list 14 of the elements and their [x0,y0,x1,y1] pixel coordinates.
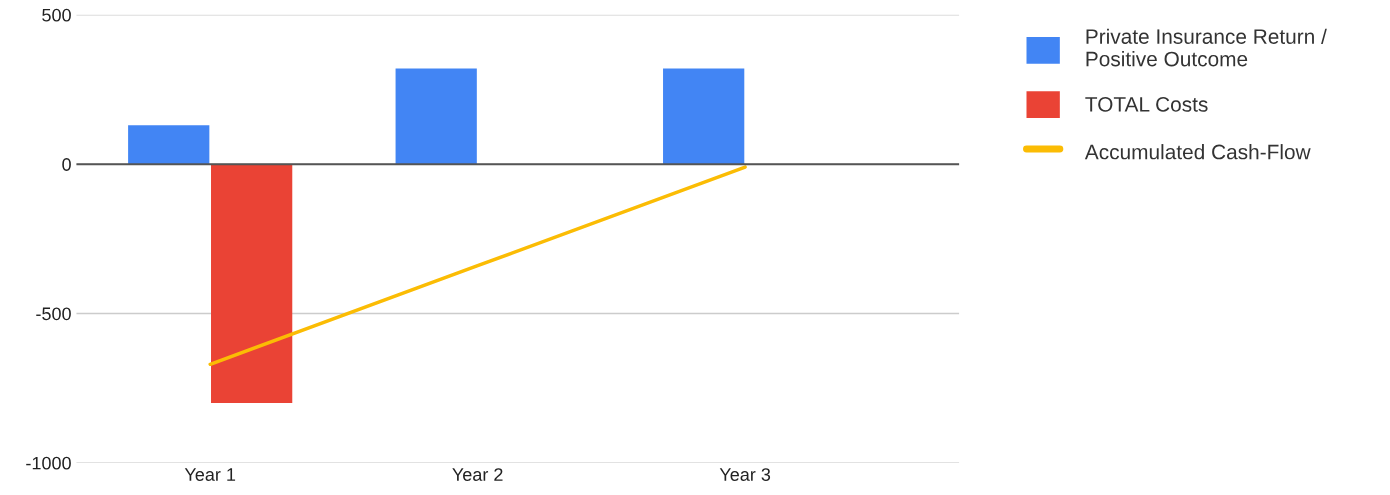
y-tick-label: 0 [62,158,71,171]
bar [211,164,293,404]
y-tick-label: -1000 [26,456,71,470]
bar [663,68,745,165]
y-tick-label: -500 [36,307,71,321]
legend-label: Private Insurance Return / Positive Outcome [1086,28,1327,67]
legend-label: TOTAL Costs [1085,97,1208,112]
x-tick-label: Year 2 [452,468,503,481]
legend-label: Accumulated Cash-Flow [1084,144,1311,160]
bar [395,68,477,165]
x-tick-label: Year 1 [184,468,236,481]
y-tick-label: 500 [42,8,71,22]
bar [128,125,210,165]
x-tick-label: Year 3 [719,468,771,481]
